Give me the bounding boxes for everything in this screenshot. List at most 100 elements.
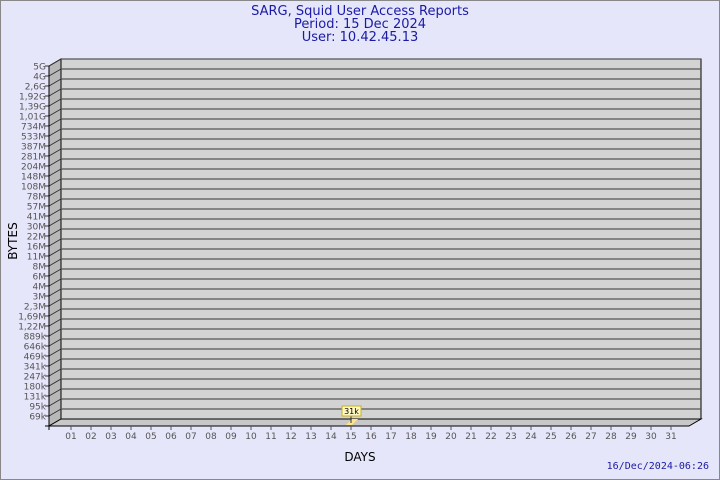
bar-15 <box>346 419 358 425</box>
bar-label-box <box>341 405 362 417</box>
y-tick-label: 1,92G <box>19 93 46 103</box>
x-tick-label: 13 <box>305 432 316 442</box>
x-axis-title: DAYS <box>344 450 375 464</box>
gridline-depth <box>48 178 62 187</box>
y-tick-label: 3M <box>33 293 47 303</box>
gridline-depth <box>48 258 62 267</box>
gridline-depth <box>48 208 62 217</box>
y-tick-label: 108M <box>21 183 46 193</box>
y-tick-label: 5G <box>33 63 46 73</box>
y-tick-label: 4M <box>33 283 47 293</box>
gridline-depth <box>48 368 62 377</box>
gridline-depth <box>48 218 62 227</box>
y-tick-label: 469k <box>24 353 47 363</box>
gridline-depth <box>48 248 62 257</box>
y-tick-label: 1,39G <box>19 103 46 113</box>
gridline-depth <box>48 338 62 347</box>
gridline-depth <box>48 398 62 407</box>
y-tick-label: 8M <box>33 263 47 273</box>
x-tick-label: 10 <box>245 432 257 442</box>
y-tick-label: 204M <box>21 163 46 173</box>
gridline-depth <box>48 228 62 237</box>
y-tick-label: 247k <box>24 373 47 383</box>
gridline-depth <box>48 128 62 137</box>
gridline-depth <box>48 288 62 297</box>
y-tick-label: 646k <box>24 343 47 353</box>
gridline-depth <box>48 328 62 337</box>
x-tick-label: 20 <box>445 432 457 442</box>
x-tick-label: 06 <box>165 432 177 442</box>
x-tick-label: 18 <box>405 432 417 442</box>
y-tick-label: 734M <box>21 123 46 133</box>
y-tick-label: 2,6G <box>25 83 46 93</box>
gridline-depth <box>48 58 62 67</box>
gridline-depth <box>48 308 62 317</box>
gridline-depth <box>48 118 62 127</box>
y-tick-label: 1,69M <box>18 313 46 323</box>
gridline-depth <box>48 78 62 87</box>
x-tick-label: 03 <box>105 432 116 442</box>
x-tick-label: 28 <box>605 432 617 442</box>
y-tick-label: 281M <box>21 153 46 163</box>
gridline-depth <box>48 298 62 307</box>
x-tick-label: 27 <box>585 432 596 442</box>
x-tick-label: 09 <box>225 432 237 442</box>
y-tick-label: 95k <box>29 403 46 413</box>
gridline-depth <box>48 168 62 177</box>
gridline-depth <box>48 388 62 397</box>
x-tick-label: 25 <box>545 432 556 442</box>
y-tick-label: 16M <box>27 243 46 253</box>
gridline-depth <box>48 408 62 417</box>
timestamp: 16/Dec/2024-06:26 <box>606 461 709 472</box>
x-tick-label: 16 <box>365 432 377 442</box>
x-tick-label: 14 <box>325 432 337 442</box>
floor <box>47 418 703 427</box>
gridline-depth <box>48 318 62 327</box>
y-tick-label: 30M <box>27 223 46 233</box>
gridline-depth <box>48 188 62 197</box>
x-tick-label: 17 <box>385 432 396 442</box>
gridline-depth <box>48 68 62 77</box>
y-tick-label: 889k <box>24 333 47 343</box>
gridline-depth <box>48 358 62 367</box>
bar-label: 31k <box>344 407 359 416</box>
y-tick-label: 6M <box>33 273 47 283</box>
x-tick-label: 29 <box>625 432 637 442</box>
y-tick-label: 180k <box>24 383 47 393</box>
y-tick-label: 41M <box>27 213 46 223</box>
gridline-depth <box>48 98 62 107</box>
y-tick-label: 4G <box>33 73 46 83</box>
y-tick-label: 22M <box>27 233 46 243</box>
gridline-depth <box>48 158 62 167</box>
y-tick-label: 2,3M <box>24 303 46 313</box>
gridline-depth <box>48 138 62 147</box>
x-tick-label: 11 <box>265 432 276 442</box>
x-tick-label: 19 <box>425 432 437 442</box>
x-tick-label: 26 <box>565 432 577 442</box>
gridline-depth <box>48 198 62 207</box>
x-tick-label: 07 <box>185 432 196 442</box>
x-tick-label: 30 <box>645 432 657 442</box>
gridline-depth <box>48 378 62 387</box>
gridline-depth <box>48 238 62 247</box>
x-tick-label: 23 <box>505 432 516 442</box>
y-tick-label: 148M <box>21 173 46 183</box>
x-tick-label: 08 <box>205 432 217 442</box>
x-tick-label: 04 <box>125 432 137 442</box>
y-tick-label: 78M <box>27 193 46 203</box>
x-tick-label: 15 <box>345 432 356 442</box>
x-tick-label: 02 <box>85 432 96 442</box>
y-tick-label: 131k <box>24 393 47 403</box>
y-tick-label: 69k <box>29 413 46 423</box>
gridline-depth <box>48 108 62 117</box>
y-tick-label: 11M <box>27 253 46 263</box>
y-tick-label: 387M <box>21 143 46 153</box>
gridline-depth <box>48 278 62 287</box>
gridline-depth <box>48 268 62 277</box>
y-tick-label: 1,01G <box>19 113 46 123</box>
x-tick-label: 31 <box>665 432 676 442</box>
x-tick-label: 01 <box>65 432 76 442</box>
x-tick-label: 24 <box>525 432 537 442</box>
